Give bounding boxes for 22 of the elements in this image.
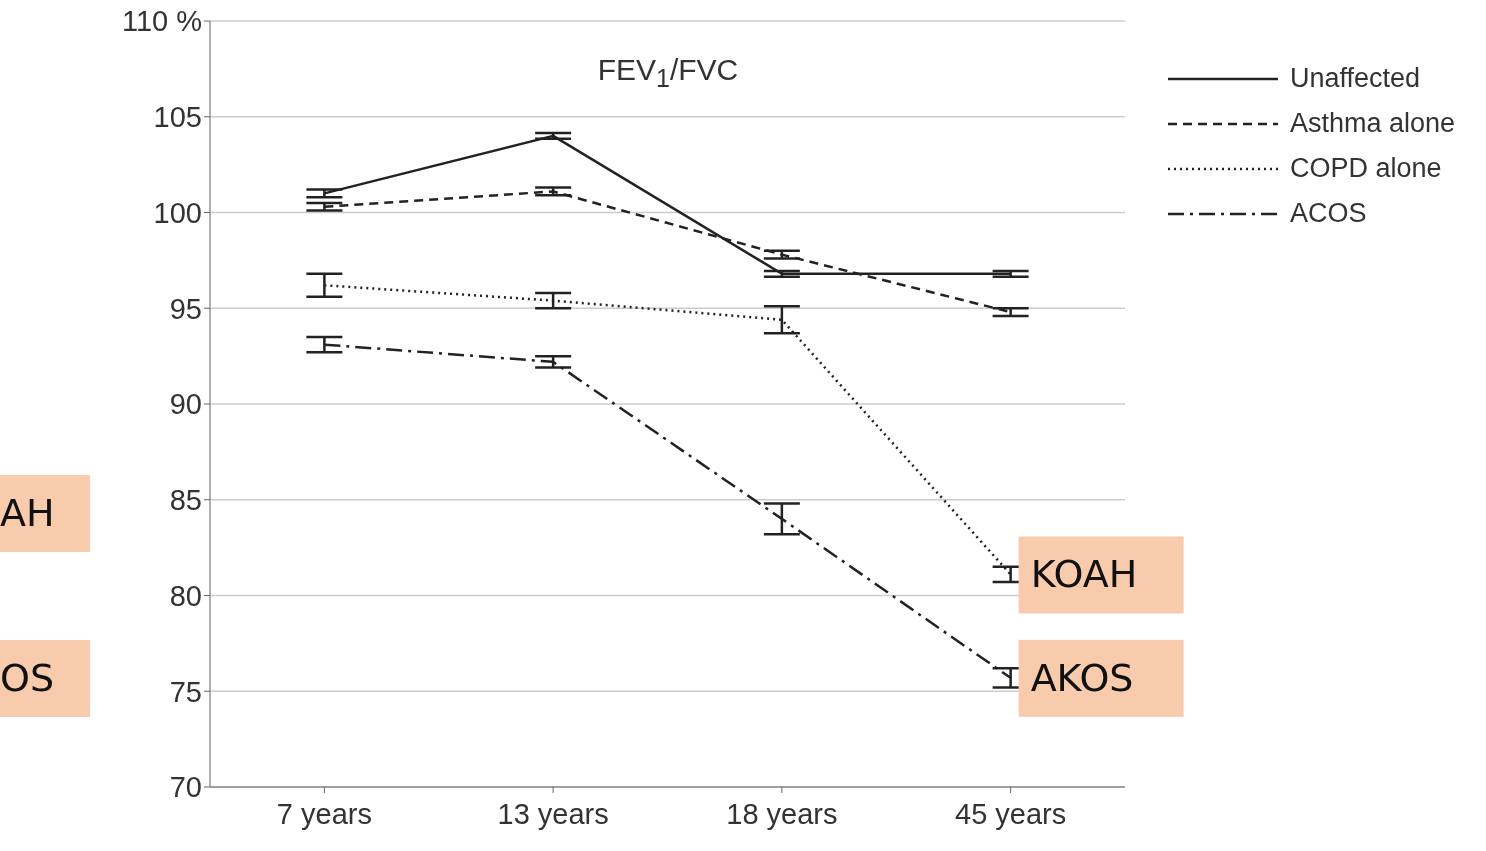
y-tick-label: 80 <box>169 579 202 612</box>
annotation: KOAH <box>1030 552 1138 597</box>
annotation: AKOS <box>1030 655 1134 700</box>
x-tick-label: 45 years <box>955 797 1067 830</box>
y-tick-label: 85 <box>169 484 202 517</box>
text: OS <box>0 640 90 717</box>
text: FEV$_{1}$/FVC <box>596 53 740 93</box>
y-tick-label: 90 <box>169 388 202 421</box>
y-tick-label: 110 % <box>121 5 202 38</box>
y-tick-label: 105 <box>153 101 202 134</box>
legend-label: COPD alone <box>1290 153 1442 184</box>
y-tick-label: 75 <box>169 675 202 708</box>
text: AH <box>0 475 90 552</box>
legend-label: ACOS <box>1290 198 1367 229</box>
x-tick-label: 13 years <box>497 797 609 830</box>
x-tick-label: 7 years <box>276 797 372 830</box>
legend-label: Unaffected <box>1290 63 1421 94</box>
y-tick-label: 70 <box>169 771 202 804</box>
x-tick-label: 18 years <box>726 797 838 830</box>
y-tick-label: 100 <box>153 196 202 229</box>
y-tick-label: 95 <box>169 292 202 325</box>
legend-label: Asthma alone <box>1290 108 1456 139</box>
